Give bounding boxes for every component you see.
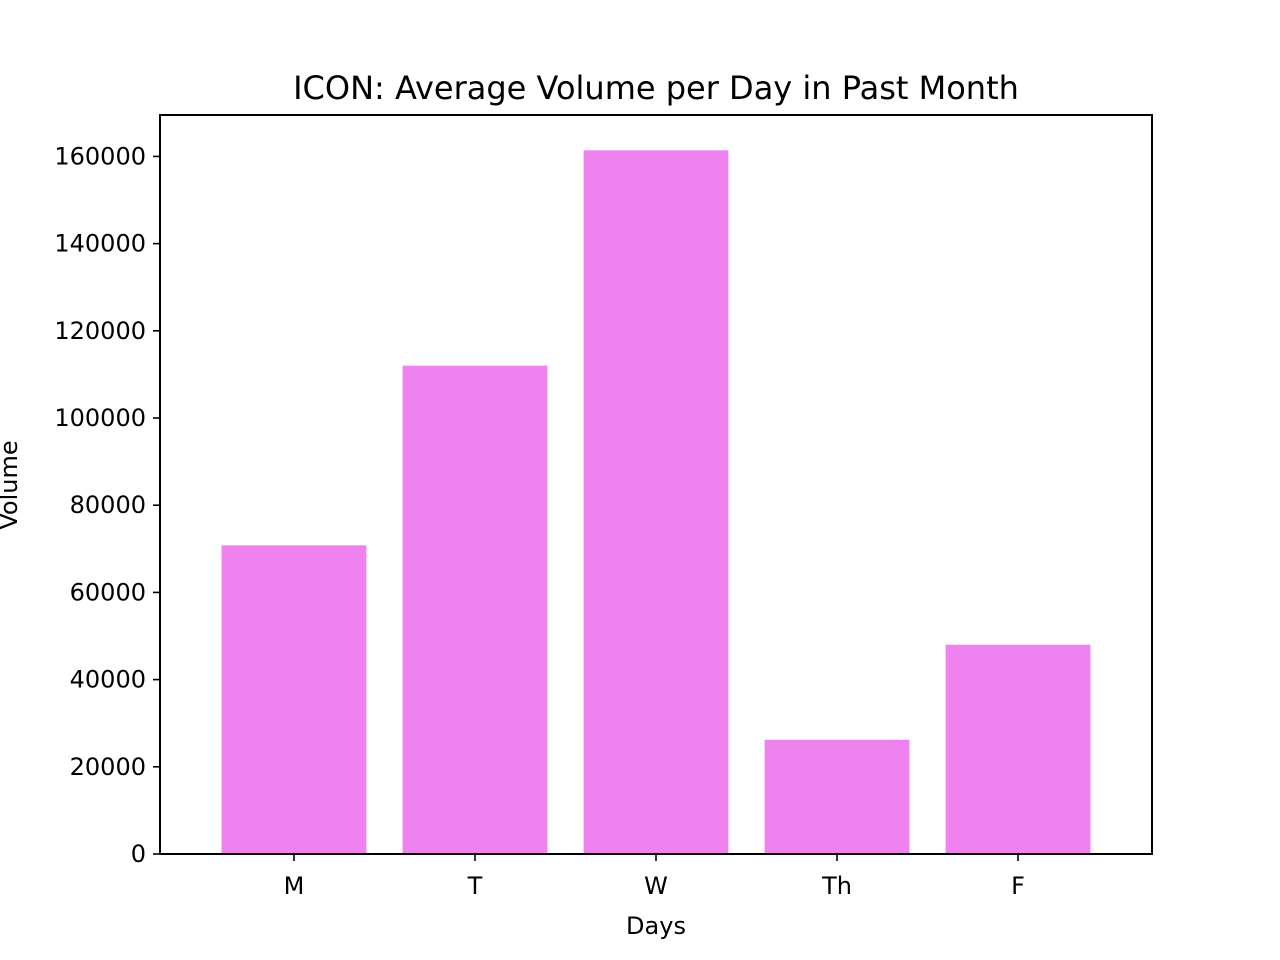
bars-layer [221,150,1091,854]
bar-w [583,150,729,854]
x-tick-label: Th [821,872,852,900]
x-axis-ticks: M T W Th F [284,854,1025,900]
y-tick-label: 100000 [54,404,146,432]
y-axis-ticks: 0 20000 40000 60000 80000 100000 120000 140000 1… [54,142,160,868]
y-tick-label: 0 [131,840,146,868]
plot-frame [159,114,1153,855]
x-tick-label: W [644,872,668,900]
y-tick-label: 60000 [70,578,146,606]
y-tick-label: 20000 [70,753,146,781]
x-tick-label: F [1011,872,1025,900]
y-tick-label: 140000 [54,230,146,258]
x-tick-label: T [467,872,483,900]
y-tick-label: 80000 [70,491,146,519]
bar-th [764,739,910,854]
y-tick-label: 120000 [54,317,146,345]
x-tick-label: M [284,872,305,900]
bar-m [221,545,367,854]
x-axis-label: Days [626,912,686,940]
bar-t [402,365,548,854]
bar-f [945,644,1091,854]
y-axis-label: Volume [0,440,23,529]
y-tick-label: 40000 [70,666,146,694]
chart-title: ICON: Average Volume per Day in Past Mon… [293,69,1019,107]
y-tick-label: 160000 [54,142,146,170]
